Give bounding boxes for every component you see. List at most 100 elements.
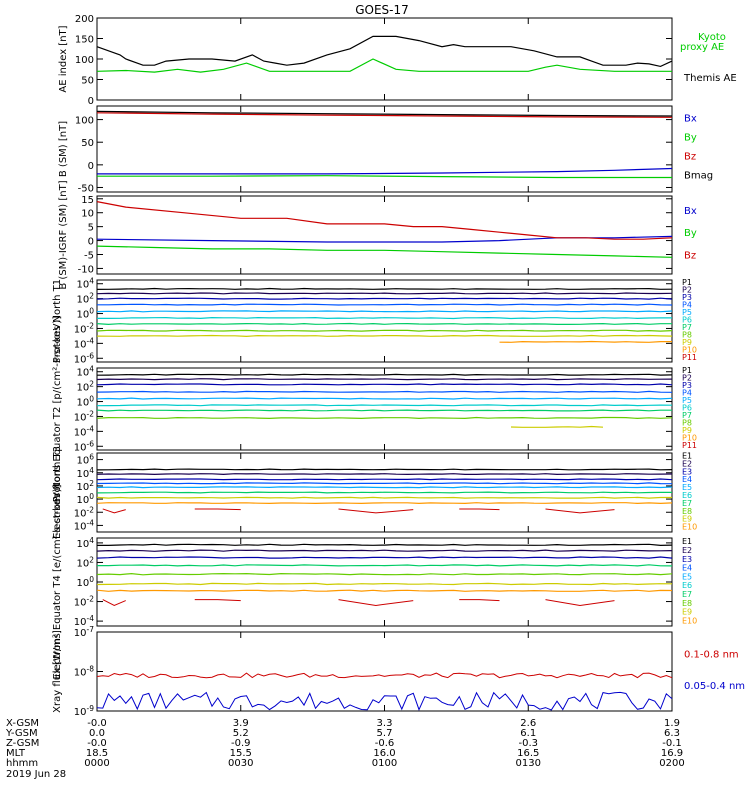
footer-value: -0.9 [231,738,251,749]
channel-label: P8 [682,418,692,427]
series-p9 [96,334,673,338]
series-p5 [96,310,673,313]
series-E8-segment [102,599,126,607]
y-axis-label: Electrons North T3 [52,446,63,539]
footer-value: 3.9 [233,718,249,729]
series-E8-segment [338,599,414,606]
footer-value: 2.6 [520,718,536,729]
footer-value: -0.0 [87,718,107,729]
footer-value: -0.3 [518,738,538,749]
footer-value: 16.0 [373,748,395,759]
series-bz [96,112,673,118]
channel-label: P3 [682,381,692,390]
y-tick-label: 10-6 [74,351,94,366]
channel-label: E3 [682,467,692,476]
footer-value: 15.5 [230,748,252,759]
y-tick-label: 10-2 [74,321,94,336]
series-p2 [96,378,673,381]
y-tick-label: 102 [76,379,94,394]
series-E9-segment [194,508,241,511]
y-tick-label: 10-8 [74,664,94,679]
footer-value: 0000 [84,758,109,769]
y-tick-label: 200 [75,14,94,25]
footer-value: 0030 [228,758,253,769]
series-p1 [96,373,673,376]
y-tick-label: 10 [81,209,94,220]
legend-themis-ae: Themis AE [683,73,737,84]
footer-label-mlt: MLT [6,748,26,759]
legend-proxy-ae: proxy AE [680,42,724,53]
channel-label: E6 [682,491,692,500]
y-axis-label: B (SM)-IGRF (SM) [nT] [58,180,69,289]
channel-label: P6 [682,403,692,412]
channel-label: P5 [682,308,692,317]
footer-value: 1.9 [664,718,680,729]
legend-entry: Bx [684,113,697,124]
panel-frame [96,631,673,712]
channel-label: P2 [682,374,692,383]
series-E8-segment [459,599,500,602]
series-p1 [96,287,673,290]
series-0.05-0.4-nm [96,691,673,711]
series-bmag [96,110,673,117]
series-p10 [499,340,672,343]
channel-label: E8 [682,599,692,608]
series-e6 [96,582,673,586]
channel-label: E10 [682,616,697,625]
y-tick-label: 10-4 [74,424,94,439]
channel-label: P1 [682,278,692,287]
series-p5 [96,397,673,400]
channel-label: E9 [682,608,692,617]
series-bx [97,167,673,175]
channel-label: E1 [682,452,692,461]
channel-label: P3 [682,293,692,302]
footer-value: 0130 [516,758,541,769]
footer-label-y-gsm: Y-GSM [5,728,38,739]
y-tick-label: 10-9 [74,704,94,719]
footer-value: 16.9 [661,748,683,759]
panel-bsm: 100 50 0 -50 B (SM) [nT] Bx By Bz Bmag [58,105,713,194]
channel-label: E7 [682,499,692,508]
series-p8 [96,416,673,420]
footer-label-x-gsm: X-GSM [6,718,39,729]
y-tick-label: 100 [75,116,94,127]
y-tick-label: 5 [88,223,94,234]
series-p7 [96,409,672,412]
y-tick-label: 10-4 [74,518,94,533]
series-p8 [96,329,673,332]
y-tick-label: 100 [76,306,94,321]
channel-label: P11 [682,353,697,362]
series-e2 [96,473,673,476]
series-themis-ae [96,35,673,68]
y-tick-label: -5 [84,251,94,262]
y-axis-label: Xray flux [W/m²] [52,630,63,713]
panel-frame [96,195,673,275]
channel-label: E2 [682,459,692,468]
series-E9-segment [102,508,126,514]
series-p4 [96,390,673,393]
series-by [97,175,672,179]
channel-label: E3 [682,555,692,564]
panel-frame [96,367,673,451]
series-e7 [96,496,672,499]
series-e5 [96,572,673,576]
legend-entry: 0.1-0.8 nm [684,649,739,660]
series-p2 [96,292,673,295]
footer-value: 5.7 [377,728,393,739]
channel-label: P7 [682,323,692,332]
y-tick-label: 150 [75,35,94,46]
footer-value: -0.0 [87,738,107,749]
channel-label: P10 [682,345,697,354]
series-by [96,245,673,258]
panel-frame [96,279,673,363]
channel-label: E4 [682,475,692,484]
footer-value: 16.5 [517,748,539,759]
y-tick-label: 0 [88,96,94,107]
footer-value: -0.6 [375,738,395,749]
footer-value: 6.3 [664,728,680,739]
y-tick-label: 10-2 [74,594,94,609]
footer-value: 0200 [659,758,684,769]
